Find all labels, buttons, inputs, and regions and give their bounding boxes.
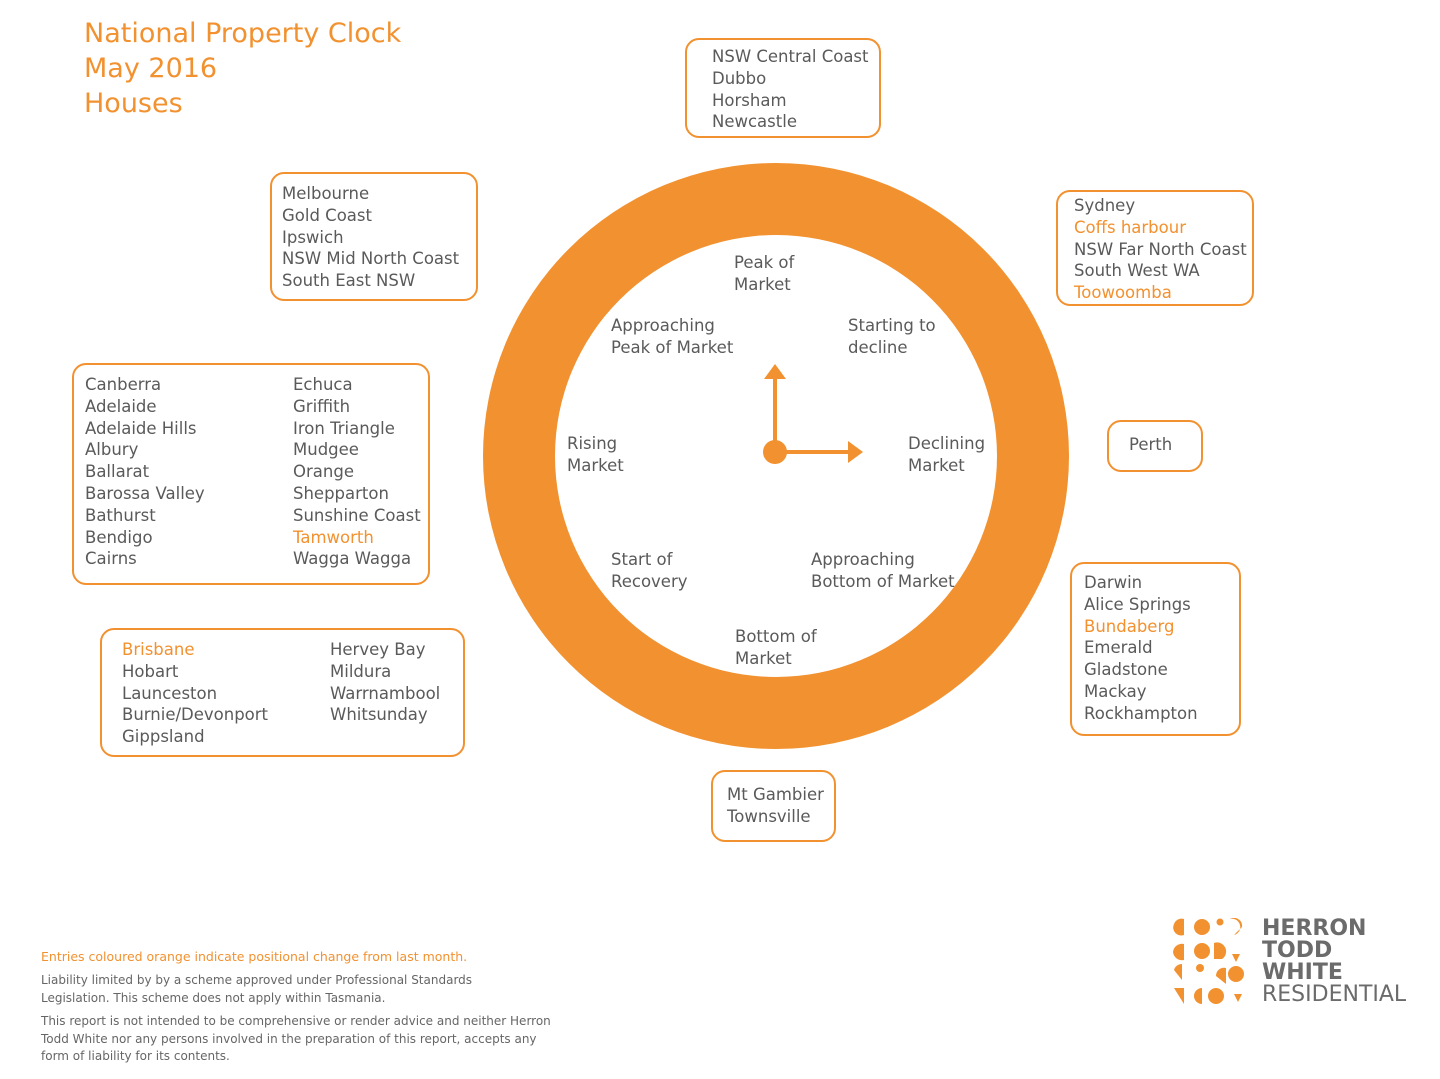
box-bottom-of-market: Mt Gambier Townsville (711, 770, 836, 842)
region-item: Warrnambool (330, 683, 441, 703)
logo-wordmark: HERRON TODD WHITE RESIDENTIAL (1262, 916, 1407, 1007)
herron-todd-white-logo: HERRON TODD WHITE RESIDENTIAL (1172, 917, 1406, 1010)
region-item: Mildura (330, 661, 392, 681)
region-list: NSW Central Coast Dubbo Horsham Newcastle (712, 46, 869, 133)
region-item: NSW Central Coast (712, 47, 869, 66)
region-list-col-1: Brisbane Hobart Launceston Burnie/Devonport… (122, 639, 268, 748)
title-line-3: Houses (84, 88, 183, 119)
phase-approaching-bottom: Approaching Bottom of Market (811, 550, 955, 591)
region-list-col-1: Canberra Adelaide Adelaide Hills Albury Ball… (85, 374, 205, 570)
region-item: Bathurst (85, 505, 156, 525)
region-item: South East NSW (282, 271, 416, 291)
region-list-col-2: Echuca Griffith Iron Triangle Mudgee Orange S… (293, 374, 421, 570)
phase-declining-market: Declining Market (908, 434, 986, 475)
region-item: Mt Gambier (727, 785, 824, 804)
htw-dots-logo-icon (1173, 917, 1244, 1004)
phase-bottom-of-market: Bottom of Market (735, 627, 817, 668)
region-item: Canberra (85, 375, 162, 394)
region-item: Sydney (1074, 196, 1136, 215)
region-item: Brisbane (122, 640, 195, 659)
region-item: Emerald (1084, 638, 1153, 658)
region-item: Barossa Valley (85, 483, 205, 503)
region-item: NSW Mid North Coast (282, 249, 460, 269)
region-item: Hobart (122, 661, 179, 681)
region-item: Tamworth (293, 527, 374, 547)
phase-start-of-recovery: Start of Recovery (611, 550, 688, 591)
box-approaching-bottom: Darwin Alice Springs Bundaberg Emerald Glads… (1070, 562, 1241, 736)
region-item: Coffs harbour (1074, 217, 1186, 237)
region-item: Cairns (85, 549, 137, 569)
region-item: Bendigo (85, 527, 153, 547)
region-item: Griffith (293, 396, 351, 416)
region-item: Gippsland (122, 727, 205, 747)
region-item: Burnie/Devonport (122, 705, 269, 725)
region-item: Mudgee (293, 440, 359, 460)
clock-center (763, 440, 787, 464)
region-item: Ballarat (85, 462, 150, 482)
hour-hand-arrowhead (848, 441, 863, 463)
region-item: Mackay (1084, 681, 1147, 701)
region-item: Alice Springs (1084, 594, 1191, 614)
region-item: Albury (85, 440, 139, 460)
region-list-col-2: Hervey Bay Mildura Warrnambool Whitsunday (330, 639, 440, 726)
region-item: Bundaberg (1084, 616, 1175, 636)
region-item: Toowoomba (1074, 283, 1172, 303)
box-rising-market: Canberra Adelaide Adelaide Hills Albury Ball… (72, 363, 430, 585)
box-peak-of-market: NSW Central Coast Dubbo Horsham Newcastle (685, 38, 881, 138)
region-item: Launceston (122, 683, 218, 703)
region-item: Newcastle (712, 112, 797, 132)
region-list: Melbourne Gold Coast Ipswich NSW Mid North … (282, 183, 459, 292)
phase-starting-to-decline: Starting to decline (848, 316, 936, 357)
region-item: Horsham (712, 90, 787, 110)
minute-hand-arrowhead (764, 364, 786, 379)
box-approaching-peak: Melbourne Gold Coast Ipswich NSW Mid North … (270, 172, 478, 301)
liability-note: Liability limited by by a scheme approve… (41, 973, 473, 1005)
region-item: Whitsunday (330, 705, 428, 725)
region-item: Gladstone (1084, 660, 1168, 680)
title-line-2: May 2016 (84, 53, 218, 84)
region-item: Gold Coast (282, 205, 372, 225)
region-list: Darwin Alice Springs Bundaberg Emerald Glads… (1084, 572, 1198, 725)
box-start-of-recovery: Brisbane Hobart Launceston Burnie/Devonport… (100, 628, 465, 757)
region-item: Dubbo (712, 68, 767, 88)
region-item: Ipswich (282, 227, 344, 247)
region-list: Perth (1129, 434, 1172, 456)
phase-rising-market: Rising Market (567, 434, 624, 475)
region-item: Adelaide Hills (85, 418, 197, 438)
region-item: Rockhampton (1084, 703, 1198, 723)
region-item: Shepparton (293, 483, 389, 503)
region-item: Adelaide (85, 396, 157, 416)
phase-approaching-peak: Approaching Peak of Market (611, 316, 734, 357)
region-item: Townsville (727, 806, 811, 826)
region-item: Perth (1129, 435, 1173, 454)
region-item: Sunshine Coast (293, 505, 421, 525)
legend-changed-note: Entries coloured orange indicate positio… (41, 949, 468, 964)
box-starting-to-decline: Sydney Coffs harbour NSW Far North Coast So… (1056, 190, 1254, 306)
region-item: Orange (293, 462, 354, 482)
footnotes: Entries coloured orange indicate positio… (41, 948, 601, 1066)
page-title: National Property Clock May 2016 Houses (84, 16, 401, 121)
region-item: Darwin (1084, 573, 1143, 592)
region-item: NSW Far North Coast (1074, 239, 1247, 259)
box-declining-market: Perth (1107, 420, 1203, 472)
region-item: Melbourne (282, 184, 370, 203)
phase-peak-of-market: Peak of Market (734, 253, 795, 294)
region-item: Wagga Wagga (293, 549, 412, 569)
region-item: Hervey Bay (330, 640, 426, 659)
region-list: Mt Gambier Townsville (727, 784, 824, 828)
region-item: Iron Triangle (293, 418, 395, 438)
region-item: South West WA (1074, 261, 1200, 281)
disclaimer-note: This report is not intended to be compre… (41, 1014, 551, 1063)
title-line-1: National Property Clock (84, 18, 402, 49)
region-list: Sydney Coffs harbour NSW Far North Coast So… (1074, 195, 1247, 304)
region-item: Echuca (293, 375, 353, 394)
